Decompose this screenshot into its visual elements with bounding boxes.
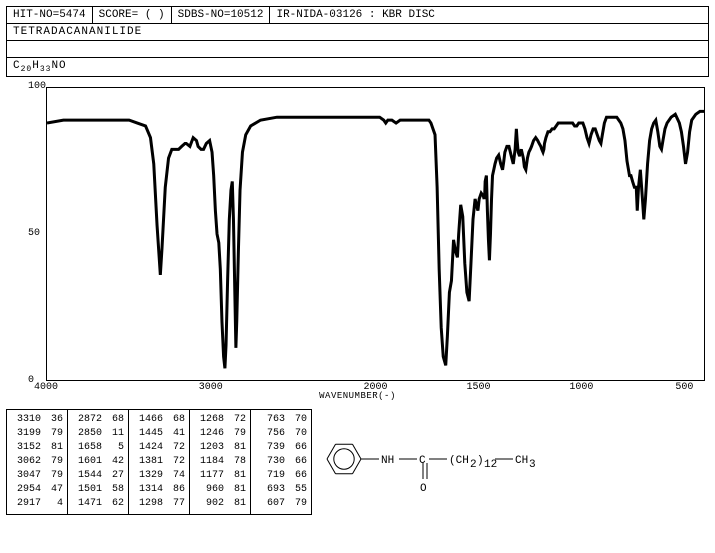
peak-row: 142472: [133, 441, 185, 455]
xtick-label: 1500: [466, 382, 490, 393]
ytick-label: 50: [28, 228, 40, 239]
svg-text:3: 3: [529, 459, 536, 471]
peak-row: 285011: [72, 427, 124, 441]
peak-row: 331036: [11, 413, 63, 427]
svg-text:NH: NH: [381, 455, 394, 467]
formula: C20H33NO: [6, 57, 709, 77]
svg-text:): ): [477, 455, 484, 467]
xtick-label: 1000: [569, 382, 593, 393]
peak-row: 90281: [194, 497, 246, 511]
ytick-label: 100: [28, 81, 46, 92]
peak-row: 304779: [11, 469, 63, 483]
peak-row: 118478: [194, 455, 246, 469]
peak-row: 129877: [133, 497, 185, 511]
peak-row: 146668: [133, 413, 185, 427]
peak-column: 76370756707396673066719666935560779: [251, 410, 311, 514]
peak-row: 144541: [133, 427, 185, 441]
peak-row: 73966: [255, 441, 307, 455]
xtick-label: 4000: [34, 382, 58, 393]
svg-text:12: 12: [484, 459, 497, 471]
peak-row: 138172: [133, 455, 185, 469]
peak-row: 295447: [11, 483, 63, 497]
compound-name: TETRADACANANILIDE: [6, 23, 709, 40]
svg-text:CH: CH: [515, 455, 528, 467]
svg-text:O: O: [420, 483, 427, 495]
svg-text:2: 2: [470, 459, 477, 471]
peak-row: 319979: [11, 427, 63, 441]
peak-column: 1466681445411424721381721329741314861298…: [129, 410, 190, 514]
xtick-label: 3000: [199, 382, 223, 393]
peak-row: 117781: [194, 469, 246, 483]
peak-row: 150158: [72, 483, 124, 497]
header-sdbs-no: SDBS-NO=10512: [172, 7, 271, 23]
peak-column: 1268721246791203811184781177819608190281: [190, 410, 251, 514]
xtick-label: 500: [675, 382, 693, 393]
peak-column: 2872682850111658516014215442715015814716…: [68, 410, 129, 514]
peak-row: 126872: [194, 413, 246, 427]
peak-row: 60779: [255, 497, 307, 511]
peak-row: 124679: [194, 427, 246, 441]
peak-row: 96081: [194, 483, 246, 497]
peak-row: 160142: [72, 455, 124, 469]
peak-row: 16585: [72, 441, 124, 455]
spectrum-plot: TRANSMITTANCE(%) WAVENUMBER(-) 050100400…: [6, 81, 709, 401]
peak-row: 76370: [255, 413, 307, 427]
header-method: IR-NIDA-03126 : KBR DISC: [270, 7, 708, 23]
blank-row: [6, 40, 709, 57]
peak-table: 3310363199793152813062793047792954472917…: [6, 409, 312, 515]
peak-row: 131486: [133, 483, 185, 497]
peak-row: 73066: [255, 455, 307, 469]
header-row: HIT-NO=5474 SCORE= ( ) SDBS-NO=10512 IR-…: [6, 6, 709, 23]
peak-row: 71966: [255, 469, 307, 483]
header-hit-no: HIT-NO=5474: [7, 7, 93, 23]
svg-text:(CH: (CH: [449, 455, 469, 467]
structure-diagram: NHCO(CH2)12CH3: [318, 409, 548, 519]
peak-row: 287268: [72, 413, 124, 427]
bottom-block: 3310363199793152813062793047792954472917…: [6, 409, 709, 519]
peak-row: 69355: [255, 483, 307, 497]
peak-row: 29174: [11, 497, 63, 511]
xtick-label: 2000: [363, 382, 387, 393]
peak-row: 306279: [11, 455, 63, 469]
peak-row: 147162: [72, 497, 124, 511]
peak-row: 315281: [11, 441, 63, 455]
header-score: SCORE= ( ): [93, 7, 172, 23]
peak-row: 75670: [255, 427, 307, 441]
peak-column: 3310363199793152813062793047792954472917…: [7, 410, 68, 514]
spectrum-line: [47, 88, 704, 380]
peak-row: 120381: [194, 441, 246, 455]
peak-row: 132974: [133, 469, 185, 483]
peak-row: 154427: [72, 469, 124, 483]
plot-border: [46, 87, 705, 381]
structure-svg: NHCO(CH2)12CH3: [318, 409, 548, 519]
